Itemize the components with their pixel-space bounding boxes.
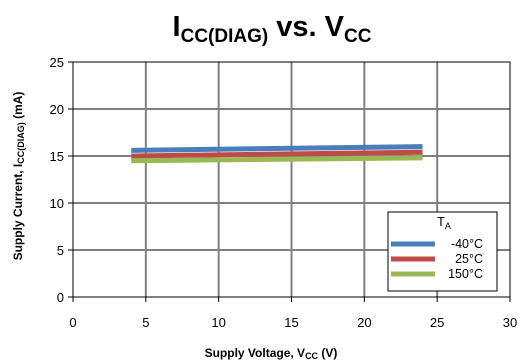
y-tick-label-4: 20 [50,102,64,117]
chart-title-subscript-1: CC(DIAG) [181,26,269,47]
legend-label-1: 25°C [455,252,483,266]
x-tick-label-1: 5 [142,315,149,330]
legend-label-2: 150°C [448,267,483,281]
y-tick-label-1: 5 [57,243,64,258]
series-line-0 [131,144,423,153]
x-tick-label-4: 20 [357,315,371,330]
y-axis-label: Supply Current, ICC(DIAG) (mA) [11,92,26,261]
series-line-2 [131,155,423,164]
x-axis-label: Supply Voltage, VCC (V) [205,346,338,361]
legend-box [387,211,498,292]
x-tick-label-3: 15 [284,315,298,330]
x-axis-label-subscript: CC [305,351,318,361]
legend-title: TA [437,215,451,231]
legend-title-main: T [437,215,445,229]
chart-title: ICC(DIAG) vs. VCC [173,11,372,47]
x-axis-label-suffix: (V) [318,346,337,360]
x-tick-label-0: 0 [69,315,76,330]
chart-title-part-1: I [173,11,181,43]
x-tick-label-2: 10 [211,315,225,330]
x-axis: 0 5 10 15 20 25 30 [69,297,517,330]
y-axis-label-main: Supply Current, I [11,164,25,261]
series-lines [131,144,423,164]
y-axis-label-suffix: (mA) [11,92,25,123]
y-tick-label-2: 10 [50,196,64,211]
y-axis-label-subscript: CC(DIAG) [16,122,26,164]
x-tick-label-6: 30 [503,315,517,330]
y-tick-label-0: 0 [57,290,64,305]
y-axis: 0 5 10 15 20 25 [50,55,73,305]
legend-label-0: -40°C [451,237,483,251]
x-axis-label-main: Supply Voltage, V [205,346,305,360]
chart-title-part-2: vs. V [268,11,344,43]
y-tick-label-5: 25 [50,55,64,70]
legend-title-subscript: A [445,221,451,231]
series-line-1 [131,149,423,159]
y-tick-label-3: 15 [50,149,64,164]
x-tick-label-5: 25 [430,315,444,330]
chart-title-subscript-2: CC [344,26,372,47]
